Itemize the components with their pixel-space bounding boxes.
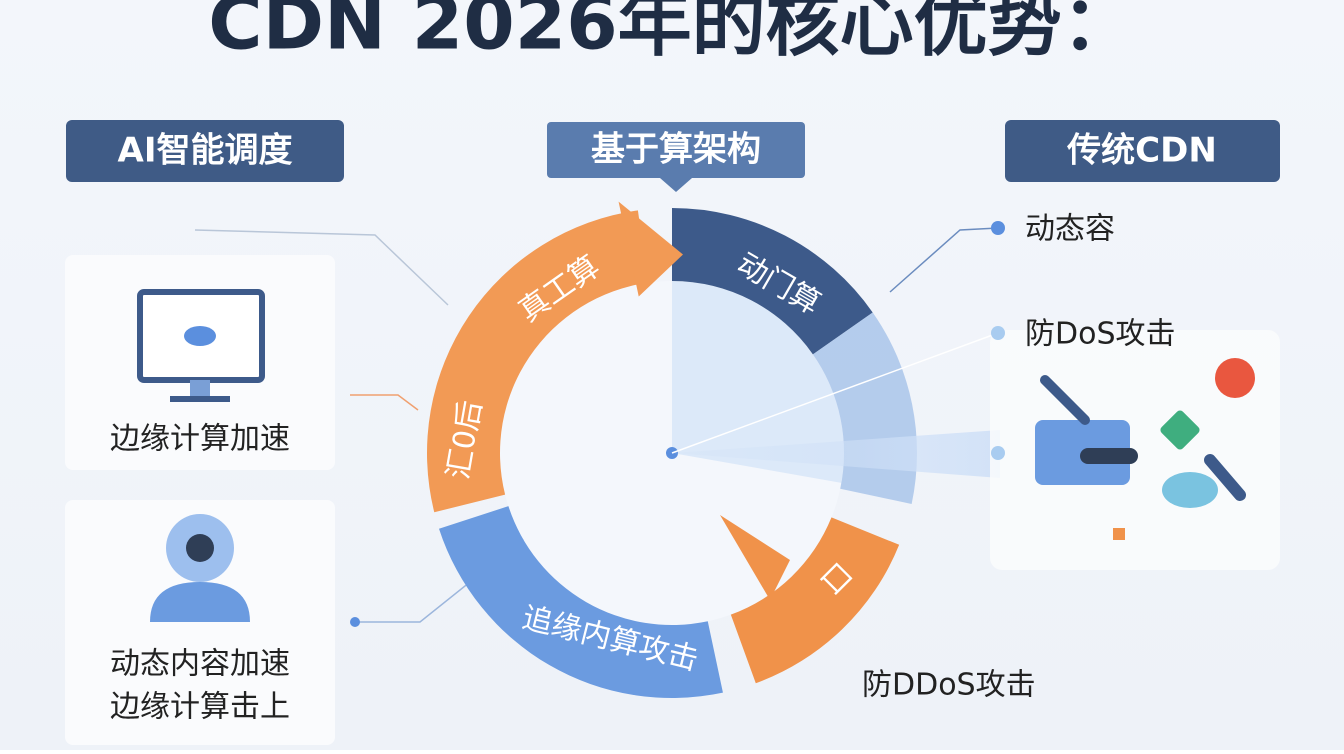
connector: [671, 332, 999, 454]
header: AI智能调度: [118, 131, 293, 171]
monitor-stand: [190, 380, 210, 398]
segment: [438, 506, 723, 698]
card-label: 边缘计算击上: [110, 690, 290, 725]
connector: [194, 229, 449, 306]
right-label: 动态容: [1025, 212, 1115, 247]
center-wedge: [672, 281, 845, 483]
title: CDN 2026年的核心优势：: [208, 0, 1135, 67]
dot: [991, 326, 1005, 340]
person-icon-eye: [186, 534, 214, 562]
person-body: [150, 582, 250, 622]
right-label: 防DoS攻击: [1025, 317, 1176, 352]
segment: [427, 210, 649, 513]
device-arm: [1040, 375, 1090, 425]
monitor-base: [170, 396, 230, 402]
card: [65, 500, 335, 745]
card-label: 动态内容加速: [110, 647, 290, 682]
header: 基于算架构: [591, 130, 761, 170]
arrow-head: [618, 201, 683, 297]
device-part: [1080, 448, 1138, 464]
beam: [672, 430, 1000, 478]
arrow-head: [720, 515, 790, 600]
header-box: [547, 122, 805, 178]
header-pointer: [660, 178, 692, 192]
card-label: 边缘计算加速: [110, 422, 290, 457]
segment: [730, 517, 900, 684]
shield-icon: [1160, 410, 1200, 450]
connector: [889, 227, 999, 293]
header: 传统CDN: [1066, 131, 1217, 171]
monitor-dot: [184, 326, 216, 346]
alert-icon: [1215, 358, 1255, 398]
dot: [350, 617, 360, 627]
header-box: [1005, 120, 1280, 182]
cloud-icon: [1162, 472, 1218, 508]
dot: [991, 221, 1005, 235]
right-label: 防DDoS攻击: [862, 668, 1036, 703]
segment: [672, 208, 873, 355]
tool-icon: [1204, 454, 1246, 501]
small-icon: [1113, 528, 1125, 540]
dot: [991, 446, 1005, 460]
connector: [350, 394, 419, 411]
header-box: [66, 120, 344, 182]
